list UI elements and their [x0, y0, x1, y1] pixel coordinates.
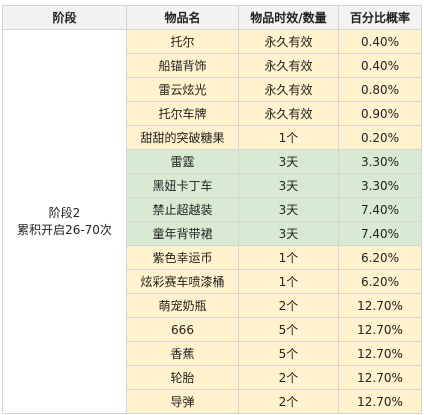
item-name-cell: 黑妞卡丁车	[126, 173, 239, 198]
item-name-cell: 禁止超越装	[126, 197, 239, 222]
duration-cell: 1个	[238, 269, 339, 294]
item-name-cell: 雷霆	[126, 149, 239, 174]
item-name-cell: 轮胎	[126, 365, 239, 390]
probability-cell: 12.70%	[338, 341, 422, 366]
table-row: 雷云炫光 永久有效 0.80%	[3, 77, 422, 102]
table-body: 阶段2 累积开启26-70次 托尔 永久有效 0.40% 船锚背饰 永久有效 0.40%…	[2, 29, 422, 414]
duration-cell: 1个	[238, 245, 339, 270]
stage-name: 阶段2	[48, 205, 81, 220]
duration-cell: 永久有效	[238, 29, 339, 54]
probability-cell: 0.40%	[338, 29, 422, 54]
duration-cell: 2个	[238, 389, 339, 414]
duration-cell: 3天	[238, 197, 339, 222]
table-row: 萌宠奶瓶 2个 12.70%	[3, 293, 422, 318]
table-row: 紫色幸运币 1个 6.20%	[3, 245, 422, 270]
header-probability: 百分比概率	[338, 5, 422, 30]
probability-cell: 6.20%	[338, 269, 422, 294]
duration-cell: 5个	[238, 341, 339, 366]
probability-cell: 12.70%	[338, 365, 422, 390]
duration-cell: 永久有效	[238, 101, 339, 126]
item-name-cell: 香蕉	[126, 341, 239, 366]
probability-cell: 6.20%	[338, 245, 422, 270]
probability-cell: 7.40%	[338, 197, 422, 222]
item-name-cell: 萌宠奶瓶	[126, 293, 239, 318]
duration-cell: 2个	[238, 293, 339, 318]
duration-cell: 2个	[238, 365, 339, 390]
table-row: 禁止超越装 3天 7.40%	[3, 197, 422, 222]
item-name-cell: 船锚背饰	[126, 53, 239, 78]
header-item-name: 物品名	[126, 5, 239, 30]
probability-cell: 3.30%	[338, 173, 422, 198]
table-row: 童年背带裙 3天 7.40%	[3, 221, 422, 246]
header-row: 阶段 物品名 物品时效/数量 百分比概率	[2, 5, 422, 30]
probability-cell: 0.80%	[338, 77, 422, 102]
table-row: 导弹 2个 12.70%	[3, 389, 422, 414]
probability-cell: 7.40%	[338, 221, 422, 246]
item-name-cell: 童年背带裙	[126, 221, 239, 246]
probability-cell: 12.70%	[338, 317, 422, 342]
duration-cell: 3天	[238, 221, 339, 246]
probability-cell: 0.20%	[338, 125, 422, 150]
table-row: 阶段2 累积开启26-70次 托尔 永久有效 0.40%	[2, 29, 422, 414]
probability-cell: 12.70%	[338, 293, 422, 318]
probability-cell: 3.30%	[338, 149, 422, 174]
item-name-cell: 托尔车牌	[126, 101, 239, 126]
table-header: 阶段 物品名 物品时效/数量 百分比概率	[2, 5, 422, 30]
item-name-cell: 炫彩赛车喷漆桶	[126, 269, 239, 294]
table-row: 甜甜的突破糖果 1个 0.20%	[3, 125, 422, 150]
probability-cell: 0.40%	[338, 53, 422, 78]
header-stage: 阶段	[2, 5, 127, 30]
header-duration-quantity: 物品时效/数量	[238, 5, 339, 30]
table-row: 666 5个 12.70%	[3, 317, 422, 342]
duration-cell: 5个	[238, 317, 339, 342]
probability-cell: 0.90%	[338, 101, 422, 126]
stage-subtitle: 累积开启26-70次	[17, 222, 112, 237]
probability-cell: 12.70%	[338, 389, 422, 414]
table-row: 托尔车牌 永久有效 0.90%	[3, 101, 422, 126]
duration-cell: 永久有效	[238, 77, 339, 102]
duration-cell: 永久有效	[238, 53, 339, 78]
stage-cell: 阶段2 累积开启26-70次	[2, 29, 127, 414]
duration-cell: 1个	[238, 125, 339, 150]
item-name-cell: 甜甜的突破糖果	[126, 125, 239, 150]
table-row: 船锚背饰 永久有效 0.40%	[3, 53, 422, 78]
duration-cell: 3天	[238, 173, 339, 198]
item-name-cell: 导弹	[126, 389, 239, 414]
item-name-cell: 666	[126, 317, 239, 342]
table-row: 雷霆 3天 3.30%	[3, 149, 422, 174]
item-name-cell: 雷云炫光	[126, 77, 239, 102]
item-name-cell: 紫色幸运币	[126, 245, 239, 270]
prize-probability-table: 阶段 物品名 物品时效/数量 百分比概率 阶段2 累积开启26-70次 托尔 永久…	[2, 5, 422, 414]
item-name-cell: 托尔	[126, 29, 239, 54]
duration-cell: 3天	[238, 149, 339, 174]
